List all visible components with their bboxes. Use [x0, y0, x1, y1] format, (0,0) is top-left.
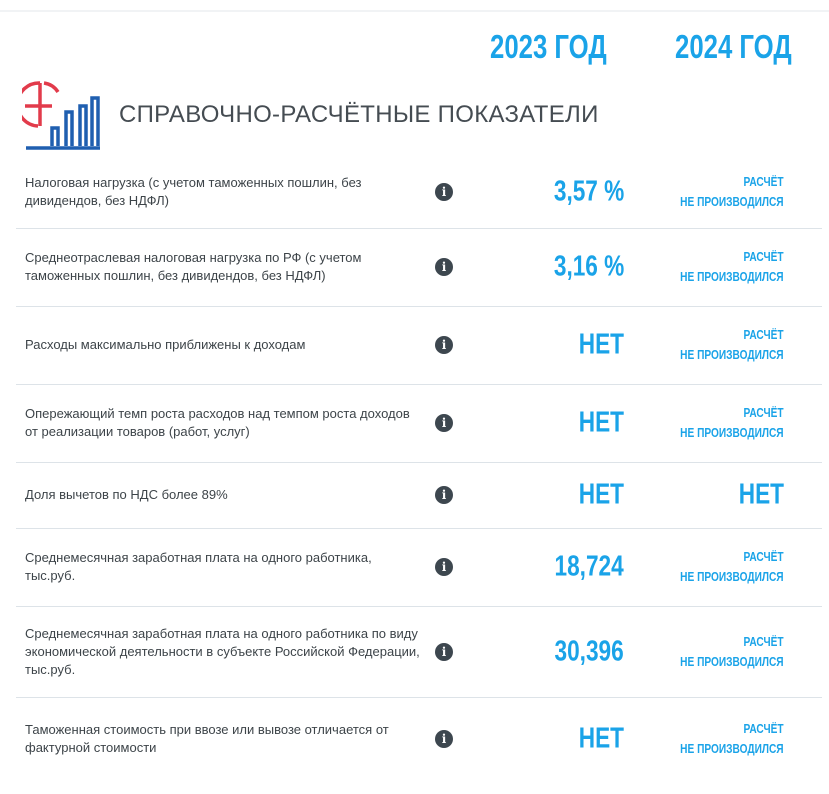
table-row: Доля вычетов по НДС более 89% i НЕТ НЕТ — [16, 462, 822, 529]
table-row: Среднемесячная заработная плата на одног… — [16, 606, 822, 698]
pie-bar-chart-icon — [22, 81, 100, 150]
value-2024: РАСЧЁТ НЕ ПРОИЗВОДИЛСЯ — [681, 403, 784, 443]
table-row: Налоговая нагрузка (с учетом таможенных … — [16, 155, 822, 229]
row-label: Опережающий темп роста расходов над темп… — [25, 406, 410, 439]
value-2024-line1: РАСЧЁТ — [743, 173, 784, 189]
table-row: Среднемесячная заработная плата на одног… — [16, 528, 822, 607]
table-row: Таможенная стоимость при ввозе или вывоз… — [16, 697, 822, 780]
value-2024-line1: РАСЧЁТ — [743, 405, 784, 420]
row-label: Доля вычетов по НДС более 89% — [25, 487, 228, 502]
value-2023: НЕТ — [578, 328, 624, 361]
value-2024: РАСЧЁТ НЕ ПРОИЗВОДИЛСЯ — [681, 172, 784, 212]
value-2023: 30,396 — [554, 635, 624, 667]
value-2024-line1: РАСЧЁТ — [743, 633, 784, 649]
value-2024-line2: НЕ ПРОИЗВОДИЛСЯ — [680, 269, 784, 284]
value-2024-line2: НЕ ПРОИЗВОДИЛСЯ — [680, 193, 784, 209]
value-2024-line2: НЕ ПРОИЗВОДИЛСЯ — [680, 425, 784, 440]
row-label: Среднеотраслевая налоговая нагрузка по Р… — [25, 250, 362, 283]
value-2023: 18,724 — [554, 550, 624, 583]
value-2024-line2: НЕ ПРОИЗВОДИЛСЯ — [680, 569, 784, 584]
value-2024: РАСЧЁТ НЕ ПРОИЗВОДИЛСЯ — [681, 632, 784, 672]
value-2024: НЕТ — [738, 478, 784, 511]
column-header-2023: 2023 ГОД — [490, 28, 607, 65]
value-2024-line1: РАСЧЁТ — [743, 249, 784, 264]
row-label: Среднемесячная заработная плата на одног… — [25, 550, 372, 583]
info-icon[interactable]: i — [435, 336, 453, 354]
info-icon[interactable]: i — [435, 182, 453, 201]
value-2024-line2: НЕ ПРОИЗВОДИЛСЯ — [680, 653, 784, 669]
info-icon[interactable]: i — [435, 642, 453, 661]
section-title: СПРАВОЧНО-РАСЧЁТНЫЕ ПОКАЗАТЕЛИ — [119, 101, 599, 128]
value-2023: НЕТ — [578, 722, 624, 754]
value-2023: НЕТ — [578, 406, 624, 439]
value-2024-line1: РАСЧЁТ — [743, 720, 784, 736]
value-2024-line2: НЕ ПРОИЗВОДИЛСЯ — [680, 347, 784, 362]
value-2024-line1: РАСЧЁТ — [743, 549, 784, 564]
row-label: Таможенная стоимость при ввозе или вывоз… — [25, 721, 389, 755]
value-2024: РАСЧЁТ НЕ ПРОИЗВОДИЛСЯ — [681, 547, 784, 587]
value-2024: РАСЧЁТ НЕ ПРОИЗВОДИЛСЯ — [681, 247, 784, 287]
info-icon[interactable]: i — [435, 414, 453, 432]
value-2024: РАСЧЁТ НЕ ПРОИЗВОДИЛСЯ — [681, 325, 784, 365]
row-label: Расходы максимально приближены к доходам — [25, 337, 306, 352]
table-row: Расходы максимально приближены к доходам… — [16, 306, 822, 385]
top-divider — [0, 10, 829, 12]
info-icon[interactable]: i — [435, 558, 453, 576]
row-label: Среднемесячная заработная плата на одног… — [25, 625, 420, 677]
table-row: Среднеотраслевая налоговая нагрузка по Р… — [16, 228, 822, 307]
value-2024: РАСЧЁТ НЕ ПРОИЗВОДИЛСЯ — [681, 719, 784, 759]
table-row: Опережающий темп роста расходов над темп… — [16, 384, 822, 463]
info-icon[interactable]: i — [435, 729, 453, 748]
info-icon[interactable]: i — [435, 486, 453, 504]
info-icon[interactable]: i — [435, 258, 453, 276]
row-label: Налоговая нагрузка (с учетом таможенных … — [25, 174, 362, 208]
column-header-2024: 2024 ГОД — [675, 28, 792, 65]
value-2023: НЕТ — [578, 478, 624, 511]
value-2023: 3,16 % — [553, 250, 624, 283]
value-2023: 3,57 % — [553, 175, 624, 207]
value-2024-line1: РАСЧЁТ — [743, 327, 784, 342]
value-2024-line2: НЕ ПРОИЗВОДИЛСЯ — [680, 740, 784, 756]
